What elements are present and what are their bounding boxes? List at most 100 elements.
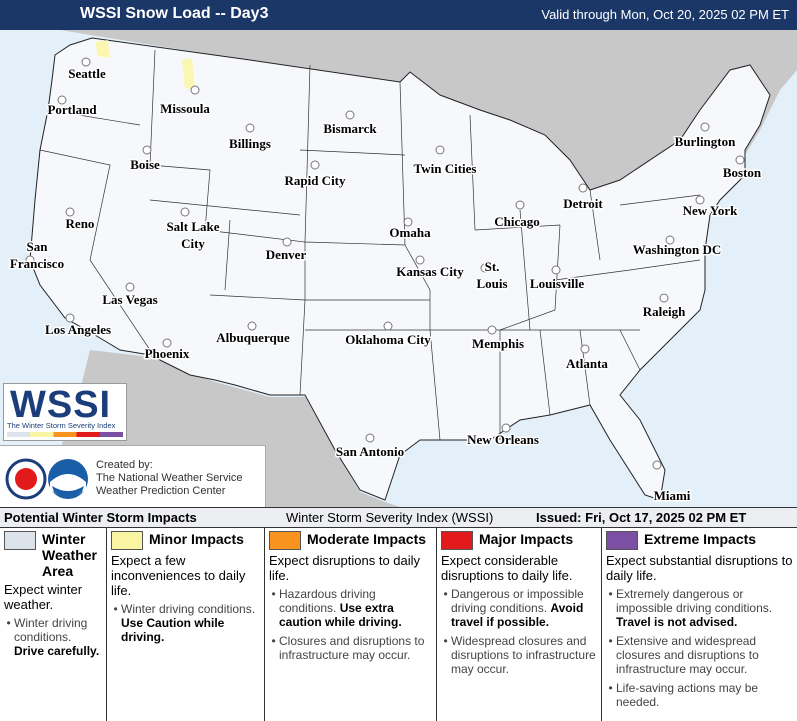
legend-column: Minor Impacts Expect a few inconveniences… [107,528,265,721]
city-label: Las Vegas [102,292,157,307]
credits-intro: Created by: [96,459,153,471]
city-label: Denver [266,247,307,262]
credits: Created by: The National Weather Service… [0,445,266,508]
legend-title: Winter Weather Area [42,531,97,579]
city-dot [695,195,705,205]
wssi-logo: WSSI The Winter Storm Severity Index [3,383,127,441]
legend-heading: Extreme Impacts [606,531,793,550]
city-label: Chicago [494,214,540,229]
legend-columns: Winter Weather Area Expect winter weather… [0,528,797,721]
bullet-text: Extensive and widespread closures and di… [616,634,759,676]
header: WSSI Snow Load -- Day3 Valid through Mon… [0,0,797,30]
legend-title: Moderate Impacts [307,531,427,547]
city-label: Atlanta [566,356,608,371]
city-label: Memphis [472,336,524,351]
title: WSSI Snow Load -- Day3 [80,5,269,22]
legend-bullet: Winter driving conditions. Use Caution w… [121,602,260,644]
city-label: Bismarck [323,121,377,136]
credits-line: Weather Prediction Center [96,485,226,497]
city-label: Reno [66,216,95,231]
legend-bullets: Winter driving conditions. Use Caution w… [111,602,260,644]
bullet-text: Closures and disruptions to infrastructu… [279,634,425,662]
legend-bar: Potential Winter Storm Impacts Winter St… [0,508,797,528]
city-label: Los Angeles [45,322,111,337]
legend-heading: Winter Weather Area [4,531,102,579]
map: Seattle Portland Missoula Bismarck Billings B… [0,30,797,507]
city-dot [310,160,320,170]
legend-bullet: Life-saving actions may be needed. [616,681,793,709]
logo-title: WSSI [10,384,112,426]
city-label: Detroit [563,196,603,211]
city-label: Phoenix [145,346,190,361]
city-label: City [181,236,205,251]
legend-bullets: Dangerous or impossible driving conditio… [441,587,597,676]
city-dot [25,255,35,265]
city-dot [190,85,200,95]
city-dot [65,207,75,217]
legend-bullets: Winter driving conditions. Drive careful… [4,616,102,658]
city-dot [480,263,490,273]
city-label: Salt Lake [166,219,219,234]
legend-bullet: Extensive and widespread closures and di… [616,634,793,676]
city-label: Missoula [160,101,210,116]
legend-summary: Expect substantial disruptions to daily … [606,553,793,583]
legend-column: Extreme Impacts Expect substantial disrup… [602,528,797,721]
city-dot [578,183,588,193]
city-label: Albuquerque [216,330,290,345]
bullet-text: Life-saving actions may be needed. [616,681,759,709]
legend-summary: Expect considerable disruptions to daily… [441,553,573,583]
bullet-text: Hazardous driving conditions. [279,587,376,615]
city-dot [247,321,257,331]
legend-title: Extreme Impacts [644,531,757,547]
bullet-text: Widespread closures and disruptions to i… [451,634,596,676]
legend-bullet: Hazardous driving conditions. Use extra … [279,587,432,629]
conus [29,37,771,501]
city-label: Billings [229,136,271,151]
city-label: Miami [654,488,691,503]
city-dot [282,237,292,247]
snow-areas [95,40,195,90]
city-dot [652,460,662,470]
legend-bullet: Winter driving conditions. Drive careful… [14,616,102,658]
city-label: San Antonio [336,444,404,459]
city-label: Raleigh [643,304,686,319]
legend-column: Winter Weather Area Expect winter weather… [0,528,107,721]
bullet-text: Winter driving conditions. [14,616,88,644]
city-label: San [27,239,49,254]
city-dot [65,313,75,323]
legend: Potential Winter Storm Impacts Winter St… [0,507,797,721]
city-dot [415,255,425,265]
legend-bullet: Closures and disruptions to infrastructu… [279,634,432,662]
legend-left: Potential Winter Storm Impacts [4,510,197,525]
legend-bullets: Extremely dangerous or impossible drivin… [606,587,793,709]
legend-swatch [111,531,143,550]
city-dot [735,155,745,165]
city-label: Washington DC [633,242,722,257]
city-dot [403,217,413,227]
city-dot [551,265,561,275]
legend-title: Major Impacts [479,531,574,547]
legend-heading: Moderate Impacts [269,531,432,550]
city-dot [580,344,590,354]
city-dot [659,293,669,303]
legend-bullet: Dangerous or impossible driving conditio… [451,587,597,629]
city-dot [180,207,190,217]
agency-logos [5,458,88,500]
city-label: New York [683,203,739,218]
city-dot [245,123,255,133]
city-dot [162,338,172,348]
legend-title: Minor Impacts [149,531,244,547]
legend-bullet: Extremely dangerous or impossible drivin… [616,587,793,629]
city-dot [81,57,91,67]
city-dot [435,145,445,155]
city-dot [125,282,135,292]
city-label: Boise [130,157,160,172]
city-label: Louisville [530,276,584,291]
city-dot [487,325,497,335]
legend-summary: Expect disruptions to daily life. [269,553,421,583]
city-dot [665,235,675,245]
legend-summary: Expect winter weather. [4,582,83,612]
credits-line: The National Weather Service [96,472,243,484]
credits-text: Created by: The National Weather Service… [96,459,243,498]
city-dot [57,95,67,105]
